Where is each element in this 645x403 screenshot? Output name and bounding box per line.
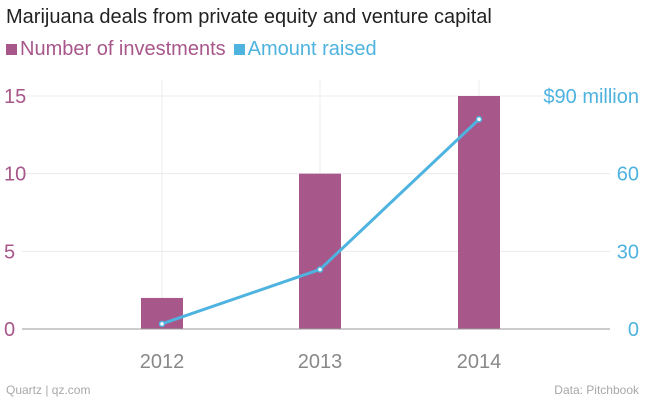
point-2012	[158, 320, 166, 328]
bar-2013	[299, 173, 341, 329]
footer-source-left: Quartz | qz.com	[6, 383, 91, 397]
chart-title: Marijuana deals from private equity and …	[6, 6, 492, 28]
legend: Number of investments Amount raised	[6, 38, 385, 61]
y-left-tick: 10	[4, 164, 26, 186]
y-right-tick: $90 million	[543, 86, 639, 108]
point-2014	[475, 116, 483, 123]
y-right-tick: 0	[628, 319, 639, 341]
y-left-tick: 5	[4, 241, 15, 263]
y-right-tick: 30	[617, 241, 639, 263]
x-tick: 2014	[457, 351, 502, 373]
legend-label-amount: Amount raised	[247, 38, 377, 60]
legend-item-investments: Number of investments	[6, 38, 226, 61]
footer-source-right: Data: Pitchbook	[554, 383, 639, 397]
y-left-tick: 0	[4, 319, 15, 341]
point-2013	[316, 266, 324, 273]
legend-label-investments: Number of investments	[20, 38, 226, 60]
y-left-tick: 15	[4, 86, 26, 108]
y-right-tick: 60	[617, 164, 639, 186]
legend-swatch-amount	[233, 44, 245, 55]
legend-swatch-investments	[6, 44, 17, 55]
legend-item-amount: Amount raised	[233, 38, 377, 61]
x-tick: 2013	[298, 351, 343, 373]
bar-2014	[458, 96, 500, 329]
x-tick: 2012	[140, 351, 185, 373]
